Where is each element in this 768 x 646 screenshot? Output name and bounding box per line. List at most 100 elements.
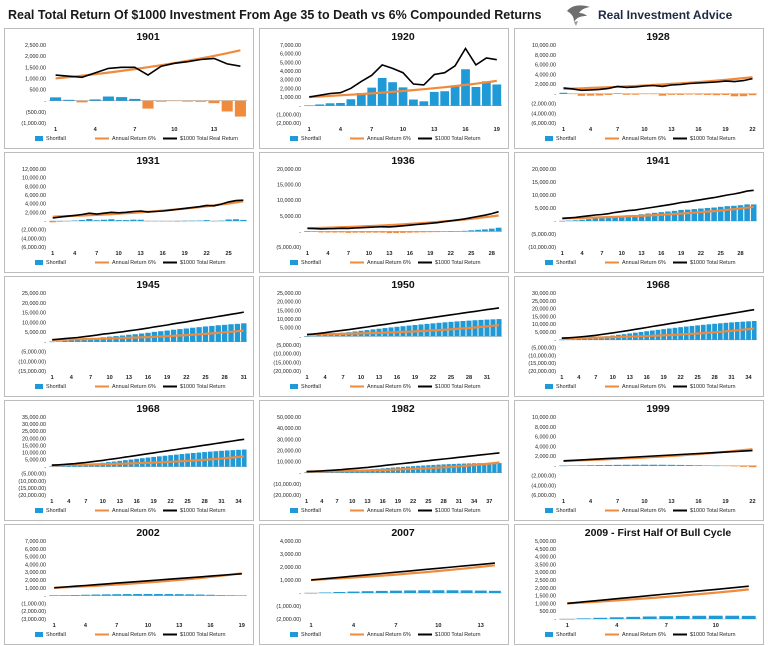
y-tick-label: 10,000.00 — [277, 198, 301, 204]
x-tick-label: 16 — [462, 127, 468, 133]
chart-panel-2: 1920 7,000.00 6,000.00 5,000.00 4,000.00 3,00… — [259, 28, 509, 149]
shortfall-bar — [748, 93, 757, 96]
y-tick-label: (2,000.00) — [531, 474, 556, 480]
x-tick-label: 22 — [183, 375, 189, 381]
y-tick-label: 5,000.00 — [280, 60, 301, 66]
chart-panel-5: 1936 20,000.00 15,000.00 10,000.00 5,000.00 -… — [259, 152, 509, 273]
y-tick-label: 3,000.00 — [280, 78, 301, 84]
shortfall-bar — [208, 100, 220, 104]
x-tick-label: 19 — [722, 499, 728, 505]
x-tick-label: 1 — [51, 375, 54, 381]
shortfall-bar — [115, 220, 122, 221]
y-tick-label: (20,000.00) — [273, 369, 301, 375]
y-tick-label: 1,000.00 — [25, 586, 46, 592]
shortfall-bar — [708, 615, 723, 619]
shortfall-bar — [400, 231, 406, 233]
chart-title: 1968 — [646, 279, 670, 291]
y-tick-label: 35,000.00 — [22, 415, 46, 421]
shortfall-bar — [77, 464, 83, 467]
shortfall-bar — [694, 93, 703, 95]
chart-title: 1950 — [391, 279, 415, 291]
x-tick-label: 25 — [468, 251, 474, 257]
x-tick-label: 1 — [308, 127, 311, 133]
legend-label: Annual Return 6% — [112, 136, 156, 142]
shortfall-bar — [322, 334, 328, 337]
shortfall-bar — [241, 449, 247, 467]
y-tick-label: - — [554, 92, 556, 98]
shortfall-bar — [587, 337, 593, 340]
shortfall-bar — [352, 231, 359, 233]
x-tick-label: 19 — [661, 375, 667, 381]
shortfall-bar — [446, 464, 451, 473]
chart-title: 1928 — [646, 31, 670, 43]
shortfall-bar — [195, 100, 207, 102]
legend-swatch-shortfall — [290, 632, 298, 637]
shortfall-bar — [612, 216, 618, 221]
y-tick-label: (10,000.00) — [528, 353, 556, 359]
legend-label: Shortfall — [556, 136, 576, 142]
y-tick-label: 2,500.00 — [25, 43, 46, 49]
shortfall-bar — [631, 93, 640, 95]
x-tick-label: 19 — [494, 127, 500, 133]
x-tick-label: 13 — [627, 375, 633, 381]
shortfall-bar — [678, 209, 684, 221]
y-tick-label: 12,000.00 — [22, 167, 46, 173]
total-return-line — [306, 452, 500, 473]
shortfall-bar — [325, 103, 335, 106]
total-return-line — [311, 562, 495, 581]
shortfall-bar — [203, 220, 210, 221]
chart-panel-9: 1968 30,000.00 25,000.00 20,000.00 15,000.00… — [514, 276, 764, 397]
chart-svg: 1920 7,000.00 6,000.00 5,000.00 4,000.00 3,00… — [276, 31, 502, 142]
x-tick-label: 4 — [73, 251, 77, 257]
legend-swatch-shortfall — [290, 136, 298, 141]
y-tick-label: (5,000.00) — [21, 472, 46, 478]
legend-label: Annual Return 6% — [622, 508, 666, 514]
shortfall-bar — [398, 87, 408, 106]
shortfall-bar — [466, 463, 472, 473]
x-tick-label: 19 — [151, 499, 157, 505]
shortfall-bar — [622, 93, 631, 95]
legend-swatch-shortfall — [35, 136, 43, 141]
shortfall-bar — [731, 205, 737, 221]
x-tick-label: 7 — [600, 251, 603, 257]
legend-label: Shortfall — [556, 384, 576, 390]
shortfall-bar — [595, 465, 604, 466]
shortfall-bar — [586, 93, 595, 96]
y-tick-label: 30,000.00 — [277, 437, 301, 443]
x-tick-label: 25 — [448, 375, 454, 381]
shortfall-bar — [570, 339, 576, 340]
shortfall-bar — [388, 82, 397, 106]
x-tick-label: 1 — [560, 375, 563, 381]
y-tick-label: (5,000.00) — [531, 232, 556, 238]
shortfall-bar — [604, 93, 613, 95]
y-tick-label: (6,000.00) — [531, 121, 556, 127]
x-tick-label: 4 — [577, 375, 581, 381]
shortfall-bar — [101, 594, 111, 596]
x-tick-label: 7 — [133, 127, 136, 133]
shortfall-bar — [130, 219, 137, 221]
y-tick-label: (2,000.00) — [276, 121, 301, 127]
y-tick-label: (20,000.00) — [18, 493, 46, 499]
shortfall-bar — [347, 591, 360, 593]
x-tick-label: 13 — [668, 499, 674, 505]
shortfall-bar — [418, 590, 431, 593]
shortfall-bar — [576, 618, 591, 619]
shortfall-bar — [625, 215, 632, 221]
y-tick-label: 5,000.00 — [535, 206, 556, 212]
chart-title: 2002 — [136, 527, 160, 539]
shortfall-bar — [78, 219, 86, 221]
chart-panel-10: 1968 35,000.00 30,000.00 25,000.00 20,000.00… — [4, 400, 254, 521]
x-tick-label: 4 — [320, 499, 324, 505]
y-tick-label: - — [44, 219, 46, 225]
shortfall-bar — [451, 463, 456, 473]
x-tick-label: 31 — [484, 375, 490, 381]
legend-label: Shortfall — [556, 260, 576, 266]
x-tick-label: 1 — [54, 127, 57, 133]
x-tick-label: 1 — [561, 251, 564, 257]
shortfall-bar — [155, 100, 167, 102]
x-tick-label: 22 — [749, 127, 755, 133]
shortfall-bar — [748, 465, 757, 468]
shortfall-bar — [667, 464, 676, 466]
shortfall-bar — [86, 218, 93, 221]
shortfall-bar — [746, 321, 751, 340]
